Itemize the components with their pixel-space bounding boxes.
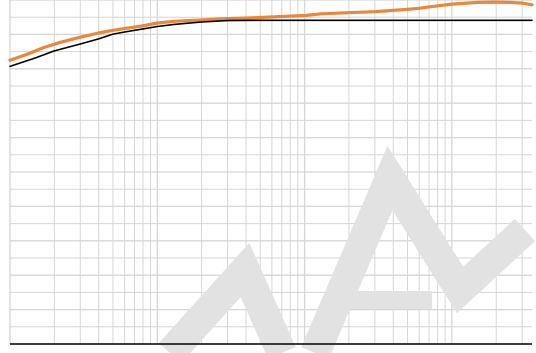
- watermark-letter-t: [158, 242, 296, 353]
- series-line-2: [9, 19, 533, 68]
- series-line-1: [8, 0, 534, 62]
- chart-series: [8, 0, 534, 68]
- watermark-letter-a: [301, 145, 536, 353]
- watermark: [158, 145, 536, 353]
